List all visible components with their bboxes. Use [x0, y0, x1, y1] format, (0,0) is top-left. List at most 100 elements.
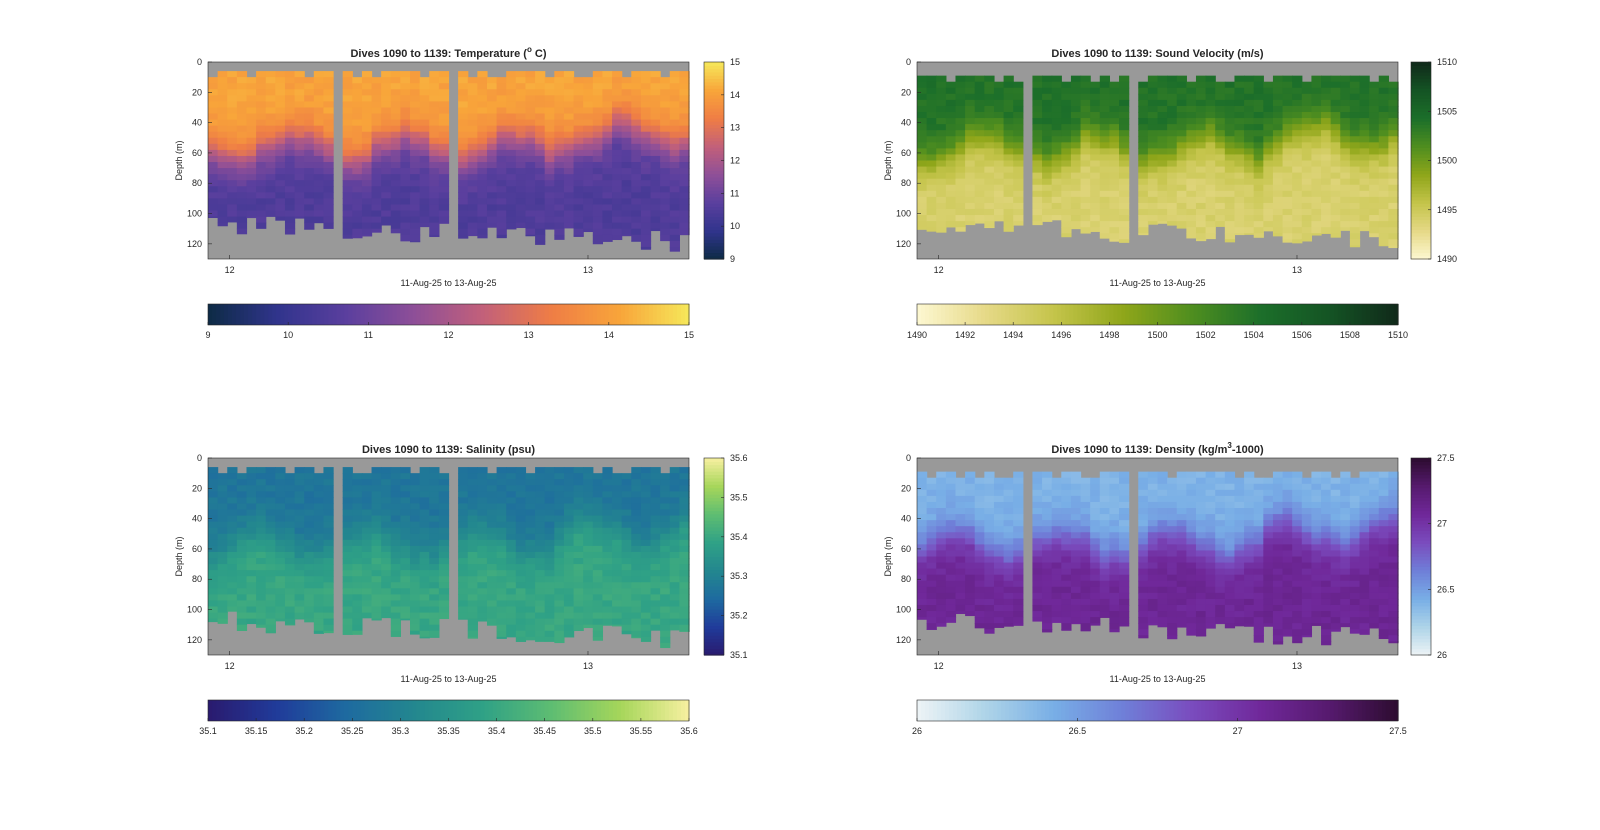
data-cell — [265, 515, 276, 523]
data-cell — [496, 204, 507, 212]
data-cell — [965, 178, 976, 186]
colorbar-segment — [496, 304, 502, 325]
data-cell — [496, 137, 507, 145]
data-cell — [256, 582, 267, 589]
data-cell — [936, 520, 947, 527]
data-cell — [1138, 148, 1149, 156]
data-cell — [323, 588, 334, 595]
data-cell — [275, 174, 286, 181]
data-cell — [284, 125, 296, 133]
data-cell — [227, 564, 238, 571]
data-cell — [496, 582, 507, 589]
colorbar-segment — [704, 471, 724, 476]
data-cell — [544, 467, 555, 474]
data-cell — [945, 532, 957, 539]
data-cell — [1013, 562, 1024, 570]
colorbar-segment — [544, 700, 550, 721]
data-cell — [573, 222, 584, 230]
data-cell — [227, 89, 238, 96]
data-cell — [1272, 136, 1284, 143]
data-cell — [631, 588, 642, 595]
data-cell — [410, 600, 421, 608]
data-cell — [352, 137, 363, 145]
data-cell — [984, 142, 995, 149]
dive-column — [458, 467, 469, 620]
data-cell — [381, 473, 392, 480]
data-cell — [965, 130, 976, 137]
data-cell — [602, 137, 613, 145]
data-cell — [1359, 75, 1370, 83]
data-cell — [631, 551, 642, 559]
data-cell — [1224, 172, 1236, 180]
data-cell — [1070, 124, 1082, 131]
data-cell — [563, 83, 575, 90]
data-cell — [342, 216, 353, 224]
data-cell — [1051, 130, 1062, 137]
data-cell — [660, 149, 671, 157]
data-cell — [602, 234, 613, 242]
data-cell — [1282, 166, 1293, 174]
data-cell — [208, 174, 219, 181]
data-cell — [1109, 130, 1120, 137]
data-cell — [1099, 221, 1110, 228]
data-cell — [917, 118, 928, 125]
data-cell — [573, 234, 584, 237]
data-cell — [1051, 202, 1062, 210]
data-cell — [631, 515, 642, 523]
data-cell — [294, 491, 305, 498]
data-cell — [1042, 160, 1053, 168]
data-cell — [583, 509, 594, 517]
data-cell — [563, 630, 575, 638]
colorbar-segment — [704, 134, 724, 139]
colorbar-segment — [604, 304, 610, 325]
data-cell — [612, 71, 623, 78]
data-cell — [496, 113, 507, 121]
data-cell — [974, 562, 985, 570]
data-cell — [265, 180, 276, 187]
data-cell — [583, 119, 594, 127]
colorbar-segment — [1125, 304, 1131, 325]
data-cell — [563, 606, 575, 614]
data-cell — [573, 216, 584, 224]
data-cell — [583, 125, 594, 133]
data-cell — [640, 624, 652, 632]
data-cell — [679, 101, 690, 109]
data-cell — [284, 527, 296, 535]
data-cell — [917, 495, 928, 503]
data-cell — [1263, 124, 1274, 131]
data-cell — [650, 588, 661, 595]
data-cell — [477, 131, 488, 139]
data-cell — [458, 113, 469, 121]
data-cell — [390, 582, 401, 589]
data-cell — [323, 564, 334, 571]
colorbar-segment — [668, 700, 674, 721]
data-cell — [477, 125, 488, 133]
data-cell — [313, 155, 325, 163]
colorbar-frame — [703, 457, 725, 656]
data-cell — [1253, 81, 1264, 89]
data-cell — [1244, 227, 1255, 234]
colorbar-segment — [1057, 304, 1062, 325]
data-cell — [284, 503, 296, 511]
data-cell — [1042, 105, 1053, 113]
data-cell — [1244, 75, 1255, 83]
data-cell — [486, 612, 498, 620]
data-cell — [660, 125, 671, 133]
data-cell — [669, 168, 680, 175]
data-cell — [390, 588, 401, 595]
data-cell — [381, 162, 392, 169]
data-cell — [1282, 184, 1293, 192]
data-cell — [381, 174, 392, 181]
data-cell — [265, 570, 276, 577]
data-cell — [352, 564, 363, 571]
data-cell — [208, 125, 219, 133]
data-cell — [554, 509, 565, 517]
data-cell — [955, 483, 966, 491]
data-cell — [640, 77, 652, 84]
data-cell — [917, 489, 928, 497]
dive-column — [1157, 75, 1168, 224]
data-cell — [227, 491, 238, 498]
data-cell — [955, 136, 966, 143]
data-cell — [342, 594, 353, 602]
data-cell — [679, 545, 690, 553]
